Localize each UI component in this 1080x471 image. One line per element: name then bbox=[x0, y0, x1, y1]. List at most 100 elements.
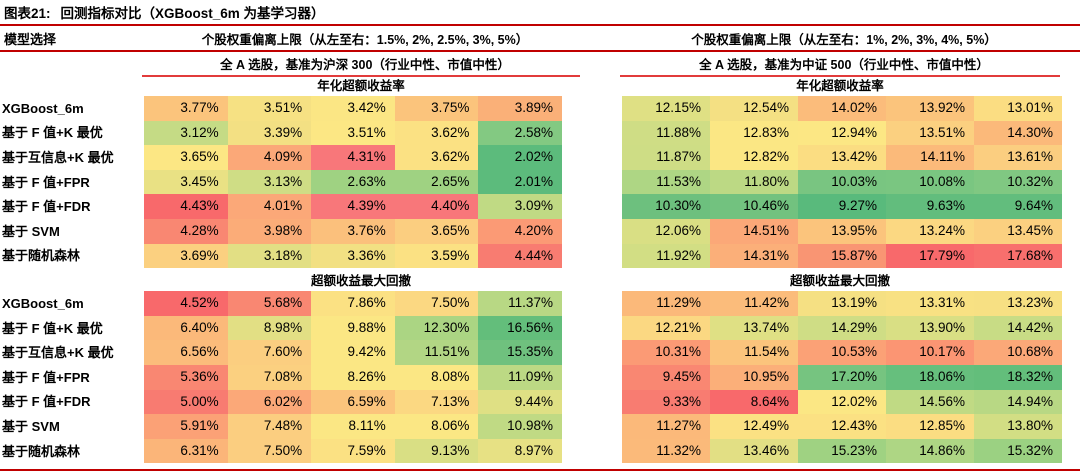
cell-hs300-max-drawdown-0-2: 7.86% bbox=[311, 291, 395, 316]
section-annual-left: 年化超额收益率 bbox=[317, 79, 405, 93]
cell-zz500-annual-excess-return-5-2: 13.95% bbox=[798, 218, 886, 244]
block-gap bbox=[562, 194, 622, 219]
right-block-row: 11.27% 12.49% 12.43% 12.85% 13.80% bbox=[622, 414, 1062, 439]
cell-hs300-annual-excess-return-0-1: 3.51% bbox=[227, 96, 312, 121]
table-row: 基于互信息+K 最优 6.56% 7.60% 9.42% 11.51% 15.35% 10.… bbox=[0, 340, 1080, 365]
right-block-row: 11.87% 12.82% 13.42% 14.11% 13.61% bbox=[622, 145, 1062, 170]
left-block-row: 3.12% 3.39% 3.51% 3.62% 2.58% bbox=[144, 120, 562, 146]
left-block-row: 3.77% 3.51% 3.42% 3.75% 3.89% bbox=[144, 96, 562, 121]
cell-zz500-annual-excess-return-1-0: 11.88% bbox=[622, 120, 710, 146]
block-gap bbox=[562, 340, 622, 365]
cell-zz500-annual-excess-return-5-4: 13.45% bbox=[974, 218, 1062, 244]
cell-zz500-max-drawdown-2-2: 10.53% bbox=[798, 340, 886, 365]
figure-number: 图表21: bbox=[4, 6, 51, 21]
cell-zz500-annual-excess-return-2-3: 14.11% bbox=[886, 145, 974, 170]
cell-hs300-max-drawdown-6-2: 7.59% bbox=[311, 438, 395, 464]
cell-hs300-annual-excess-return-1-0: 3.12% bbox=[144, 120, 228, 146]
cell-hs300-max-drawdown-5-0: 5.91% bbox=[144, 414, 228, 439]
cell-zz500-max-drawdown-3-3: 18.06% bbox=[886, 364, 974, 390]
cell-hs300-annual-excess-return-1-3: 3.62% bbox=[394, 120, 479, 146]
row-label-4: 基于 F 值+FDR bbox=[2, 394, 91, 410]
right-block-row: 12.15% 12.54% 14.02% 13.92% 13.01% bbox=[622, 96, 1062, 121]
cell-hs300-annual-excess-return-3-1: 3.13% bbox=[227, 169, 312, 195]
right-block-row: 11.29% 11.42% 13.19% 13.31% 13.23% bbox=[622, 291, 1062, 316]
cell-zz500-max-drawdown-5-4: 13.80% bbox=[974, 414, 1062, 439]
cell-zz500-annual-excess-return-0-2: 14.02% bbox=[798, 96, 886, 121]
cell-zz500-max-drawdown-2-1: 11.54% bbox=[710, 340, 798, 365]
cell-zz500-max-drawdown-6-1: 13.46% bbox=[710, 438, 798, 464]
cell-zz500-max-drawdown-1-1: 13.74% bbox=[710, 315, 798, 341]
block-gap bbox=[562, 316, 622, 341]
right-block-row: 9.33% 8.64% 12.02% 14.56% 14.94% bbox=[622, 389, 1062, 415]
left-block-row: 5.36% 7.08% 8.26% 8.08% 11.09% bbox=[144, 364, 562, 390]
cell-zz500-max-drawdown-0-1: 11.42% bbox=[710, 291, 798, 316]
header-row-weight-cap: 模型选择 个股权重偏离上限（从左至右：1.5%, 2%, 2.5%, 3%, 5… bbox=[0, 26, 1080, 50]
cell-hs300-max-drawdown-4-2: 6.59% bbox=[311, 389, 395, 415]
left-block-row: 6.31% 7.50% 7.59% 9.13% 8.97% bbox=[144, 438, 562, 464]
table-row: 基于随机森林 3.69% 3.18% 3.36% 3.59% 4.44% 11.92% 14.… bbox=[0, 243, 1080, 269]
model-column-header: 模型选择 bbox=[4, 31, 57, 47]
cell-zz500-max-drawdown-5-0: 11.27% bbox=[622, 414, 710, 439]
cell-zz500-annual-excess-return-0-0: 12.15% bbox=[622, 96, 710, 121]
table-row: 基于互信息+K 最优 3.65% 4.09% 4.31% 3.62% 2.02% 11.87… bbox=[0, 145, 1080, 170]
block-gap bbox=[562, 170, 622, 195]
cell-zz500-annual-excess-return-4-0: 10.30% bbox=[622, 194, 710, 219]
block-gap bbox=[562, 365, 622, 390]
cell-hs300-annual-excess-return-4-1: 4.01% bbox=[227, 194, 312, 219]
cell-zz500-annual-excess-return-2-0: 11.87% bbox=[622, 145, 710, 170]
row-label-3: 基于 F 值+FPR bbox=[2, 174, 90, 190]
cell-zz500-max-drawdown-4-3: 14.56% bbox=[886, 389, 974, 415]
cell-zz500-max-drawdown-6-3: 14.86% bbox=[886, 438, 974, 464]
cell-hs300-max-drawdown-2-2: 9.42% bbox=[311, 340, 395, 365]
data-section-max-drawdown: XGBoost_6m 4.52% 5.68% 7.86% 7.50% 11.37% 11.2… bbox=[0, 291, 1080, 464]
cell-hs300-annual-excess-return-4-0: 4.43% bbox=[144, 194, 228, 219]
cell-hs300-annual-excess-return-2-2: 4.31% bbox=[311, 145, 395, 170]
cell-hs300-annual-excess-return-3-4: 2.01% bbox=[478, 169, 562, 195]
cell-hs300-max-drawdown-5-4: 10.98% bbox=[478, 414, 562, 439]
right-group-underline bbox=[620, 75, 1060, 77]
cell-zz500-max-drawdown-1-2: 14.29% bbox=[798, 315, 886, 341]
row-label-4: 基于 F 值+FDR bbox=[2, 199, 91, 215]
cell-hs300-annual-excess-return-6-3: 3.59% bbox=[394, 243, 479, 269]
cell-zz500-max-drawdown-1-0: 12.21% bbox=[622, 315, 710, 341]
row-label-2: 基于互信息+K 最优 bbox=[2, 149, 114, 165]
table-row: 基于 F 值+FPR 3.45% 3.13% 2.63% 2.65% 2.01% 11.53… bbox=[0, 169, 1080, 195]
right-block-row: 10.30% 10.46% 9.27% 9.63% 9.64% bbox=[622, 194, 1062, 219]
section-caption-annual: 年化超额收益率 年化超额收益率 bbox=[0, 77, 1080, 96]
cell-hs300-annual-excess-return-4-2: 4.39% bbox=[311, 194, 395, 219]
cell-zz500-max-drawdown-1-3: 13.90% bbox=[886, 315, 974, 341]
cell-zz500-annual-excess-return-6-3: 17.79% bbox=[886, 243, 974, 269]
cell-zz500-max-drawdown-2-4: 10.68% bbox=[974, 340, 1062, 365]
left-block-row: 3.65% 4.09% 4.31% 3.62% 2.02% bbox=[144, 145, 562, 170]
row-label-0: XGBoost_6m bbox=[2, 100, 84, 116]
cell-hs300-max-drawdown-1-3: 12.30% bbox=[394, 315, 479, 341]
cell-hs300-annual-excess-return-3-3: 2.65% bbox=[394, 169, 479, 195]
cell-hs300-annual-excess-return-5-0: 4.28% bbox=[144, 218, 228, 244]
cell-hs300-max-drawdown-6-0: 6.31% bbox=[144, 438, 228, 464]
table-row: 基于 F 值+K 最优 6.40% 8.98% 9.88% 12.30% 16.56% 12… bbox=[0, 315, 1080, 341]
cell-zz500-max-drawdown-5-2: 12.43% bbox=[798, 414, 886, 439]
cell-hs300-max-drawdown-3-0: 5.36% bbox=[144, 364, 228, 390]
cell-hs300-annual-excess-return-6-1: 3.18% bbox=[227, 243, 312, 269]
cell-hs300-max-drawdown-0-4: 11.37% bbox=[478, 291, 562, 316]
cell-hs300-max-drawdown-6-3: 9.13% bbox=[394, 438, 479, 464]
cell-zz500-max-drawdown-3-0: 9.45% bbox=[622, 364, 710, 390]
row-label-6: 基于随机森林 bbox=[2, 248, 81, 264]
block-gap bbox=[562, 291, 622, 316]
left-block-row: 3.69% 3.18% 3.36% 3.59% 4.44% bbox=[144, 243, 562, 269]
cell-zz500-annual-excess-return-2-1: 12.82% bbox=[710, 145, 798, 170]
row-label-3: 基于 F 值+FPR bbox=[2, 369, 90, 385]
section-drawdown-left: 超额收益最大回撤 bbox=[310, 274, 411, 289]
left-block-row: 4.52% 5.68% 7.86% 7.50% 11.37% bbox=[144, 291, 562, 316]
row-label-1: 基于 F 值+K 最优 bbox=[2, 125, 103, 141]
cell-hs300-annual-excess-return-0-3: 3.75% bbox=[394, 96, 479, 121]
left-block-row: 5.91% 7.48% 8.11% 8.06% 10.98% bbox=[144, 414, 562, 439]
cell-hs300-annual-excess-return-5-3: 3.65% bbox=[394, 218, 479, 244]
cell-zz500-max-drawdown-4-0: 9.33% bbox=[622, 389, 710, 415]
cell-hs300-annual-excess-return-6-2: 3.36% bbox=[311, 243, 395, 269]
cell-hs300-annual-excess-return-6-0: 3.69% bbox=[144, 243, 228, 269]
left-block-row: 6.56% 7.60% 9.42% 11.51% 15.35% bbox=[144, 340, 562, 365]
cell-zz500-max-drawdown-6-0: 11.32% bbox=[622, 438, 710, 464]
table-row: 基于 F 值+K 最优 3.12% 3.39% 3.51% 3.62% 2.58% 11.8… bbox=[0, 120, 1080, 146]
